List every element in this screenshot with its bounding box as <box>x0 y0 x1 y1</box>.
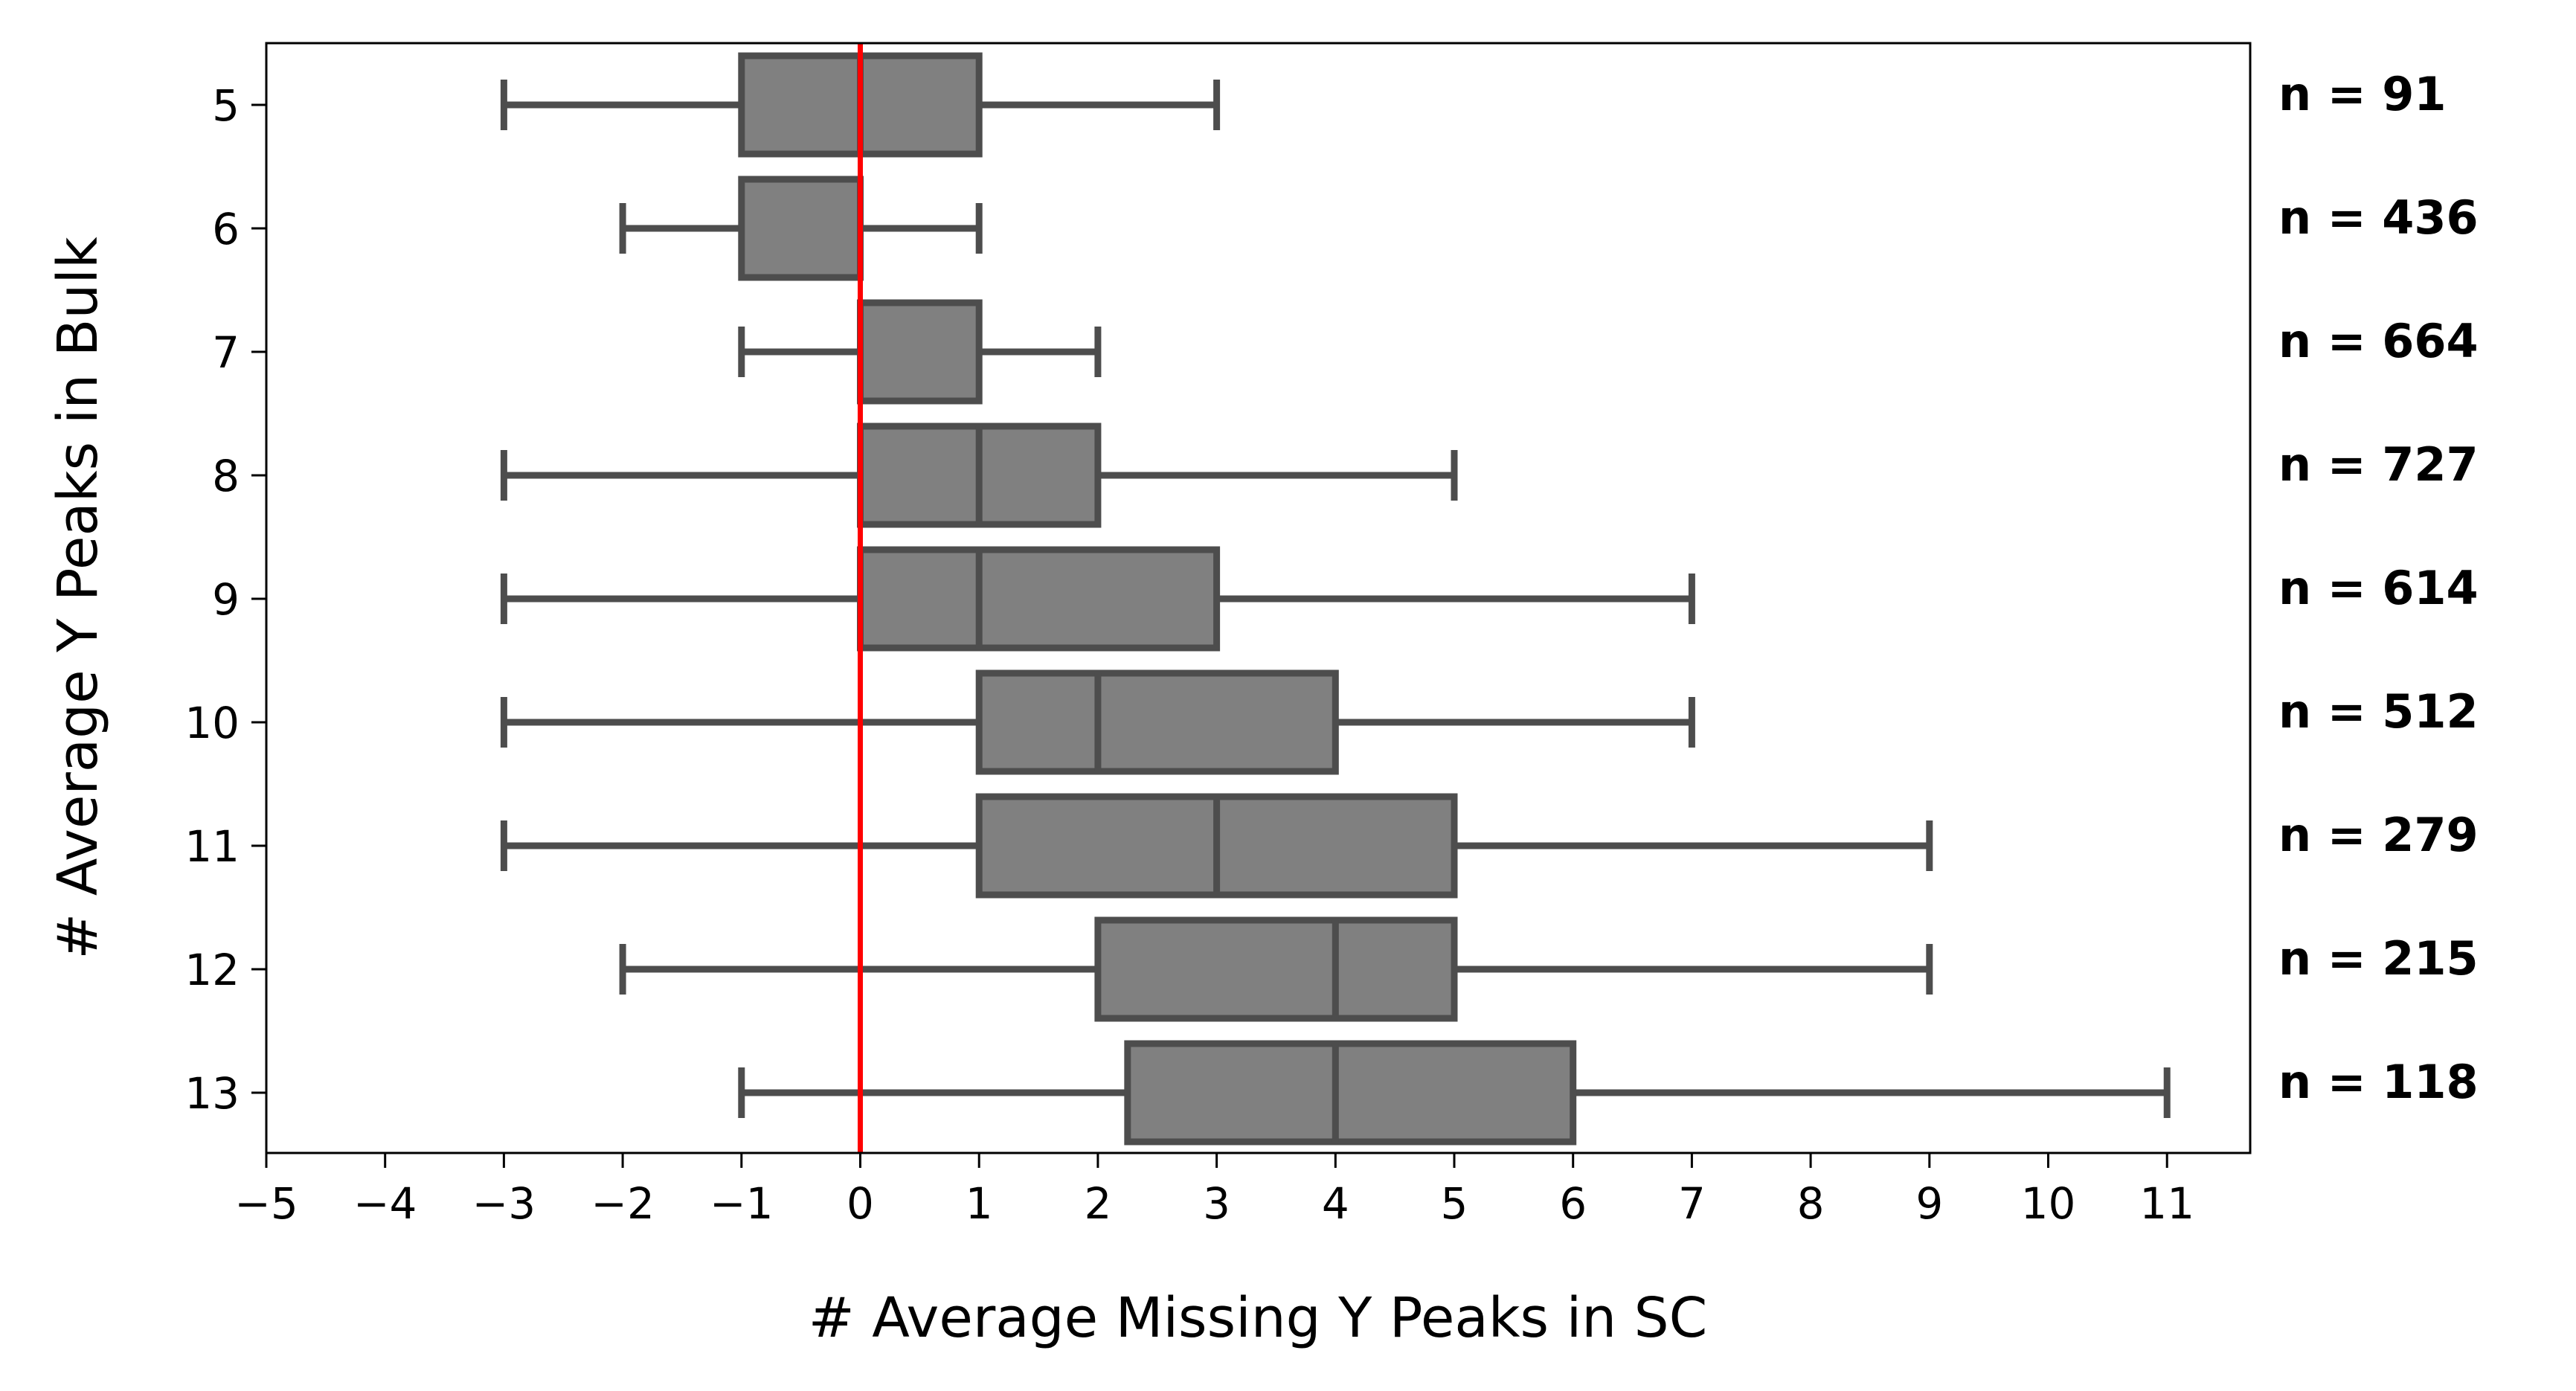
y-tick-label: 13 <box>184 1068 240 1119</box>
box-iqr <box>1094 916 1458 1022</box>
x-tick-label: 11 <box>2139 1178 2194 1229</box>
box-group-13 <box>738 1040 2171 1146</box>
sample-size-label: n = 727 <box>2278 437 2479 492</box>
y-tick-label: 7 <box>212 327 240 378</box>
x-tick-label: −1 <box>710 1178 774 1229</box>
x-tick-label: 3 <box>1203 1178 1230 1229</box>
x-tick-label: 0 <box>847 1178 874 1229</box>
x-tick-label: 10 <box>2021 1178 2076 1229</box>
x-tick-label: 9 <box>1915 1178 1943 1229</box>
y-tick-label: 6 <box>212 204 240 254</box>
sample-size-label: n = 118 <box>2278 1055 2479 1109</box>
box-group-6 <box>619 176 983 281</box>
x-tick-label: 1 <box>966 1178 993 1229</box>
x-tick-label: 5 <box>1441 1178 1468 1229</box>
sample-size-label: n = 215 <box>2278 931 2479 986</box>
box-group-8 <box>500 423 1458 528</box>
x-tick-label: −4 <box>353 1178 417 1229</box>
y-axis-title: # Average Y Peaks in Bulk <box>46 237 110 960</box>
sample-size-label: n = 91 <box>2278 67 2447 121</box>
box-iqr <box>857 546 1221 652</box>
sample-size-label: n = 512 <box>2278 684 2479 739</box>
x-tick-label: 7 <box>1678 1178 1706 1229</box>
sample-size-label: n = 279 <box>2278 808 2479 862</box>
y-tick-label: 5 <box>212 80 240 131</box>
box-group-7 <box>738 299 1102 405</box>
box-iqr <box>738 176 864 281</box>
y-tick-label: 12 <box>184 945 240 995</box>
x-tick-label: 6 <box>1559 1178 1587 1229</box>
x-tick-label: −2 <box>591 1178 655 1229</box>
x-tick-label: 2 <box>1084 1178 1111 1229</box>
y-tick-label: 8 <box>212 451 240 501</box>
x-axis-ticks: −5 −4 −3 −2 −1 0 1 2 3 4 5 6 7 8 9 10 11 <box>234 1153 2194 1229</box>
box-iqr <box>1124 1040 1577 1146</box>
sample-size-label: n = 436 <box>2278 190 2479 245</box>
x-tick-label: 4 <box>1322 1178 1349 1229</box>
sample-size-label: n = 664 <box>2278 314 2479 368</box>
box-group-9 <box>500 546 1695 652</box>
box-group-10 <box>500 669 1695 775</box>
x-tick-label: −5 <box>234 1178 298 1229</box>
boxes-layer <box>500 52 2171 1146</box>
x-axis-title: # Average Missing Y Peaks in SC <box>809 1286 1708 1350</box>
sample-size-label: n = 614 <box>2278 561 2479 615</box>
y-tick-label: 10 <box>184 698 240 748</box>
sample-size-labels: n = 91 n = 436 n = 664 n = 727 n = 614 n = 51… <box>2278 67 2479 1109</box>
box-iqr <box>975 669 1339 775</box>
box-group-11 <box>500 793 1933 899</box>
y-axis-ticks: 5 6 7 8 9 10 11 12 13 <box>184 80 266 1119</box>
y-tick-label: 9 <box>212 574 240 625</box>
x-tick-label: −3 <box>472 1178 536 1229</box>
x-tick-label: 8 <box>1797 1178 1825 1229</box>
y-tick-label: 11 <box>184 821 240 872</box>
box-group-12 <box>619 916 1933 1022</box>
box-iqr <box>857 299 983 405</box>
